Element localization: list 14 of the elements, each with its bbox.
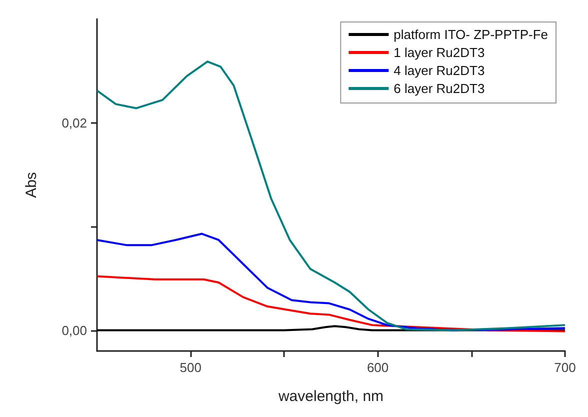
legend-label: 4 layer Ru2DT3 xyxy=(394,63,485,78)
line-series xyxy=(96,232,566,332)
line-series xyxy=(96,275,566,332)
y-tick-label: 0,02 xyxy=(62,115,87,130)
x-axis-title: wavelength, nm xyxy=(277,388,384,405)
legend-label: platform ITO- ZP-PPTP-Fe xyxy=(394,27,548,42)
y-tick-label: 0,00 xyxy=(62,322,87,338)
x-tick-label: 500 xyxy=(180,360,202,375)
legend-label: 6 layer Ru2DT3 xyxy=(394,81,485,96)
x-tick-label: 600 xyxy=(366,360,389,375)
y-axis-title: Abs xyxy=(23,172,40,198)
line-series xyxy=(96,60,566,332)
legend-label: 1 layer Ru2DT3 xyxy=(394,45,485,60)
x-tick-label: 700 xyxy=(554,360,576,375)
